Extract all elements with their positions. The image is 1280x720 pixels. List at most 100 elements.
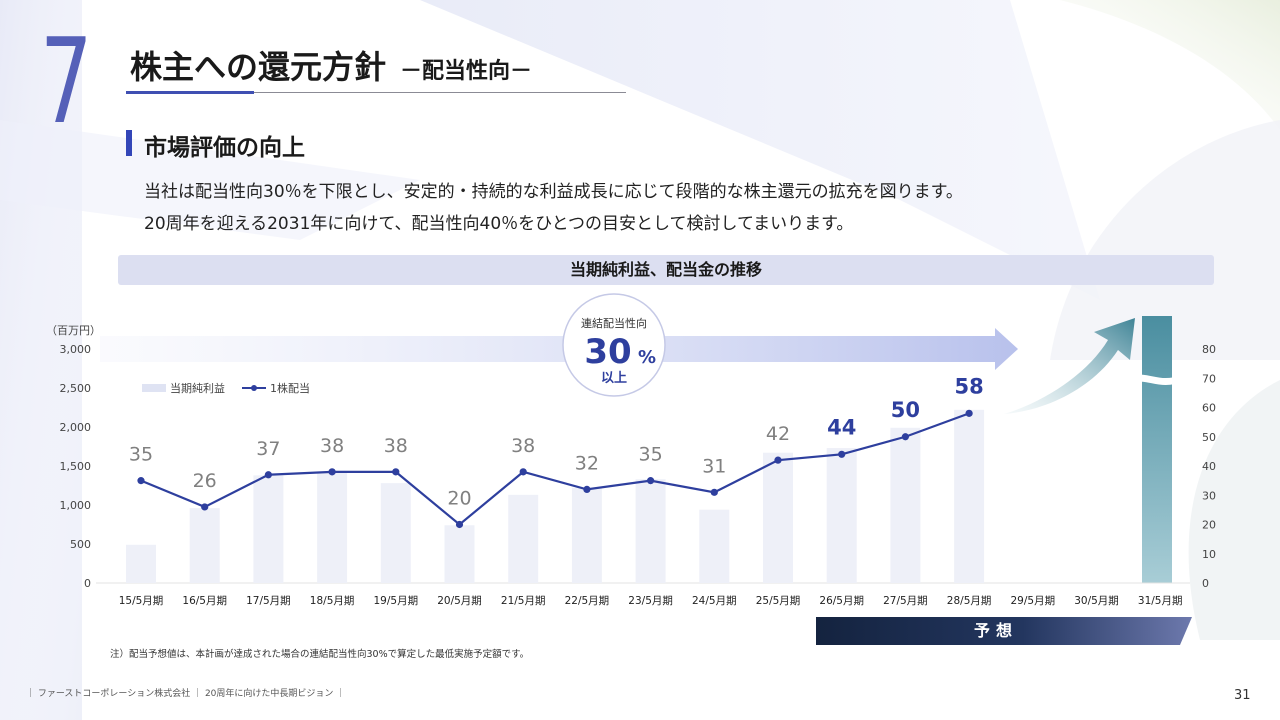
forecast-target-column — [1142, 316, 1172, 583]
badge-suffix: 以上 — [601, 371, 627, 386]
x-tick-label: 20/5月期 — [437, 595, 482, 607]
x-tick-label: 28/5月期 — [947, 595, 992, 607]
dividend-point — [137, 477, 145, 485]
chart-title: 当期純利益、配当金の推移 — [118, 255, 1214, 285]
dividend-point — [455, 520, 464, 529]
x-tick-label: 17/5月期 — [246, 595, 291, 607]
net-income-bar — [253, 475, 284, 583]
y2-tick-label: 80 — [1202, 343, 1216, 356]
page-number: 31 — [1234, 688, 1251, 703]
net-income-bar — [317, 471, 348, 583]
net-income-bar — [826, 448, 857, 583]
legend-bar-label: 当期純利益 — [170, 381, 225, 395]
category-labels: 15/5月期 16/5月期 17/5月期 18/5月期 19/5月期 20/5月期 21/5… — [119, 595, 1183, 607]
page-title: 株主への還元方針 －配当性向－ — [130, 42, 532, 88]
dividend-point — [710, 488, 718, 496]
legend-line-label: 1株配当 — [270, 381, 310, 395]
y2-tick-label: 0 — [1202, 577, 1209, 590]
x-tick-label: 26/5月期 — [819, 595, 864, 607]
net-income-bar — [699, 509, 730, 583]
net-income-bar — [189, 508, 220, 583]
dividend-data-label: 38 — [384, 435, 408, 457]
y-tick-label: 2,000 — [60, 421, 92, 434]
net-income-bar — [444, 525, 475, 583]
title-text: 株主への還元方針 — [130, 48, 387, 86]
dividend-data-label: 31 — [702, 455, 726, 477]
badge-unit: % — [638, 347, 656, 368]
y-tick-label: 1,500 — [60, 460, 92, 473]
y2-tick-label: 10 — [1202, 548, 1216, 561]
net-income-bar — [635, 479, 666, 583]
dividend-point — [901, 433, 910, 441]
dividend-data-label: 42 — [766, 423, 790, 445]
footnote: 注）配当予想値は、本計画が達成された場合の連結配当性向30%で算定した最低実施予… — [110, 649, 530, 660]
footer-text: ｜ ファーストコーポレーション株式会社 ｜ 20周年に向けた中長期ビジョン ｜ — [26, 689, 346, 699]
dividend-data-label: 38 — [511, 435, 535, 457]
dividend-data-label: 50 — [891, 398, 920, 422]
y2-tick-label: 30 — [1202, 489, 1216, 502]
y-tick-label: 500 — [70, 538, 91, 551]
forecast-band-shape — [816, 617, 1192, 645]
section-number: 7 — [40, 12, 93, 150]
net-income-bar — [890, 427, 921, 583]
badge-value: 30 — [584, 332, 631, 372]
net-income-bar — [954, 409, 985, 583]
dividend-data-label: 58 — [954, 374, 983, 398]
y-tick-label: 3,000 — [60, 343, 92, 356]
section-heading: 市場評価の向上 — [144, 135, 305, 161]
net-income-bar — [508, 494, 539, 583]
y2-tick-label: 60 — [1202, 402, 1216, 415]
dividend-point — [264, 471, 272, 479]
left-axis: 0 500 1,000 1,500 2,000 2,500 3,000 — [60, 343, 92, 590]
x-tick-label: 22/5月期 — [565, 595, 610, 607]
title-underline — [254, 92, 626, 93]
dividend-line: 35 26 37 38 38 20 38 32 35 31 42 44 50 58 — [129, 374, 984, 529]
dividend-data-label: 35 — [129, 444, 153, 466]
growth-arrow — [1004, 318, 1135, 414]
net-income-bar — [380, 483, 411, 583]
forecast-band: 予想 — [816, 617, 1192, 645]
payout-ratio-badge: 連結配当性向 30 % 以上 — [562, 293, 666, 397]
dividend-point — [201, 503, 209, 511]
dividend-data-label: 37 — [256, 438, 280, 460]
x-tick-label: 30/5月期 — [1074, 595, 1119, 607]
page-subtitle: －配当性向－ — [400, 59, 533, 84]
right-axis: 0 10 20 30 40 50 60 70 80 — [1202, 343, 1216, 590]
x-tick-label: 16/5月期 — [182, 595, 227, 607]
y-tick-label: 2,500 — [60, 382, 92, 395]
y2-tick-label: 40 — [1202, 460, 1216, 473]
dividend-data-label: 44 — [827, 415, 856, 439]
net-income-bars — [126, 409, 985, 583]
y2-tick-label: 20 — [1202, 519, 1216, 532]
title-underline-accent — [126, 91, 254, 94]
body-text-line-2: 20周年を迎える2031年に向けて、配当性向40％をひとつの目安として検討してま… — [144, 214, 854, 234]
dividend-point — [328, 468, 336, 476]
y2-tick-label: 50 — [1202, 431, 1216, 444]
dividend-data-label: 26 — [193, 470, 217, 492]
section-heading-marker — [126, 130, 132, 156]
forecast-label: 予想 — [973, 621, 1018, 640]
legend-bar-swatch — [142, 384, 166, 392]
x-tick-label: 31/5月期 — [1138, 595, 1183, 607]
dividend-series-line — [140, 412, 970, 526]
dividend-data-label: 38 — [320, 435, 344, 457]
dividend-data-label: 32 — [575, 452, 599, 474]
badge-label: 連結配当性向 — [581, 316, 647, 330]
legend-line-marker — [251, 385, 257, 391]
x-tick-label: 18/5月期 — [310, 595, 355, 607]
net-income-bar — [126, 544, 156, 583]
x-tick-label: 23/5月期 — [628, 595, 673, 607]
dividend-point — [965, 409, 973, 417]
y-tick-label: 0 — [84, 577, 91, 590]
net-income-bar — [571, 487, 602, 583]
x-tick-label: 21/5月期 — [501, 595, 546, 607]
dividend-point — [774, 456, 782, 464]
dividend-point — [392, 468, 400, 476]
legend: 当期純利益 1株配当 — [142, 381, 310, 395]
y-tick-label: 1,000 — [60, 499, 92, 512]
dividend-data-label: 35 — [639, 444, 663, 466]
x-tick-label: 27/5月期 — [883, 595, 928, 607]
y-unit-label: （百万円） — [46, 324, 101, 337]
